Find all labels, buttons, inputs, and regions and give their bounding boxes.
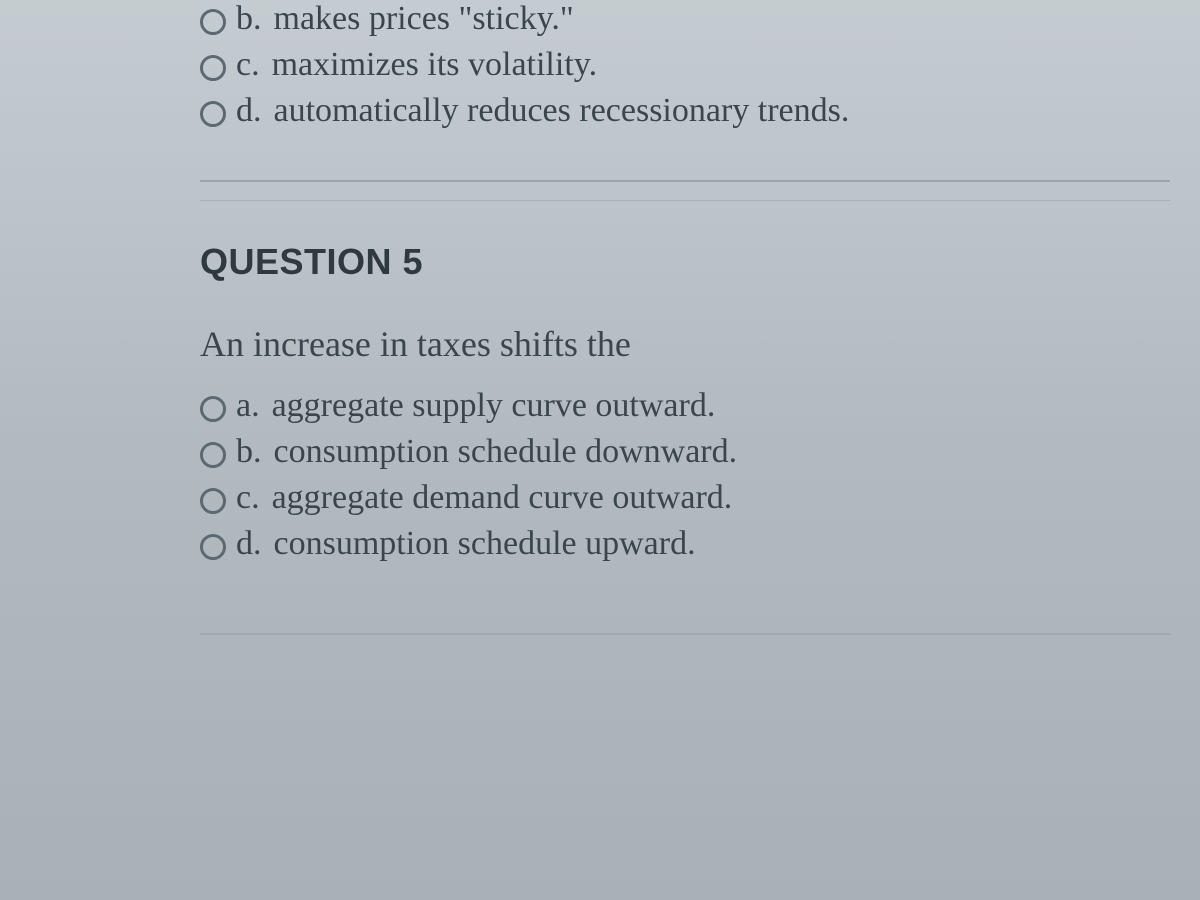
radio-icon[interactable] [200,9,226,35]
option-letter: c. [236,46,260,84]
option-letter: a. [236,387,260,425]
question-heading: QUESTION 5 [200,241,1170,283]
option-letter: d. [236,92,262,130]
option-text: automatically reduces recessionary trend… [274,92,850,130]
section-divider-thin [200,200,1170,201]
q5-option-b[interactable]: b. consumption schedule downward. [200,433,1170,471]
question-stem: An increase in taxes shifts the [200,323,1170,365]
section-divider [200,180,1170,182]
option-letter: c. [236,479,260,517]
q5-option-c[interactable]: c. aggregate demand curve outward. [200,479,1170,517]
q5-option-d[interactable]: d. consumption schedule upward. [200,525,1170,563]
bottom-divider [200,633,1170,635]
option-text: maximizes its volatility. [272,46,597,84]
option-letter: b. [236,0,262,38]
quiz-content: b. makes prices "sticky." c. maximizes i… [0,0,1200,635]
option-text: aggregate supply curve outward. [272,387,716,425]
radio-icon[interactable] [200,101,226,127]
radio-icon[interactable] [200,55,226,81]
radio-icon[interactable] [200,488,226,514]
radio-icon[interactable] [200,534,226,560]
option-text: makes prices "sticky." [274,0,574,38]
prev-option-b[interactable]: b. makes prices "sticky." [200,0,1170,38]
radio-icon[interactable] [200,442,226,468]
option-text: consumption schedule downward. [274,433,738,471]
option-letter: b. [236,433,262,471]
prev-option-d[interactable]: d. automatically reduces recessionary tr… [200,92,1170,130]
option-text: consumption schedule upward. [274,525,696,563]
option-letter: d. [236,525,262,563]
radio-icon[interactable] [200,396,226,422]
option-text: aggregate demand curve outward. [272,479,733,517]
q5-option-a[interactable]: a. aggregate supply curve outward. [200,387,1170,425]
prev-option-c[interactable]: c. maximizes its volatility. [200,46,1170,84]
